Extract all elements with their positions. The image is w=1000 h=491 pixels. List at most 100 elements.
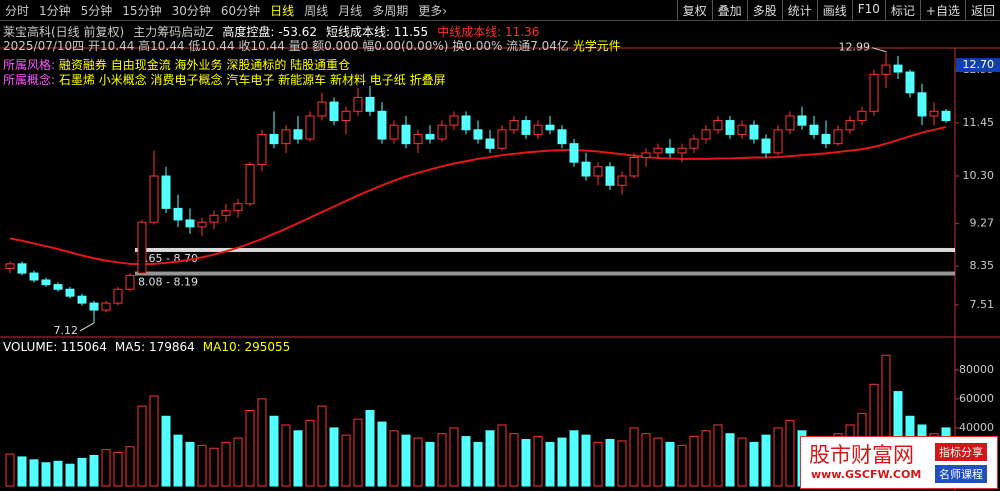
tool-button[interactable]: 复权 <box>676 0 712 20</box>
candle-body <box>449 115 459 126</box>
tool-button[interactable]: +自选 <box>919 0 965 20</box>
tools: 复权 叠加 多股 统计 画线 F10 标记 +自选 返回 <box>676 0 1000 20</box>
volume-bar <box>197 444 207 487</box>
tool-button[interactable]: 标记 <box>884 0 920 20</box>
volume-bar <box>629 427 639 487</box>
tool-button[interactable]: F10 <box>851 0 885 20</box>
tool-button[interactable]: 统计 <box>781 0 817 20</box>
y-tick-label: 60000 <box>959 392 994 405</box>
candle-body <box>533 124 543 135</box>
y-tick-label: 7.51 <box>970 298 995 311</box>
toolbar: 分时 1分钟 5分钟 15分钟 30分钟 60分钟 日线 周线 月线 多周期 更多› <box>0 0 1000 21</box>
volume-bar <box>137 405 147 487</box>
wm-url: www.GSCFW.COM <box>811 468 922 481</box>
volume-bar <box>281 424 291 487</box>
candle-body <box>125 274 135 290</box>
candle-body <box>17 263 27 274</box>
volume-bar <box>389 430 399 487</box>
y-tick-label: 9.27 <box>970 217 995 230</box>
candle-body <box>629 157 639 177</box>
period-tab[interactable]: 5分钟 <box>80 3 113 18</box>
candle-body <box>305 115 315 140</box>
candle-body <box>377 110 387 140</box>
volume-bar <box>497 424 507 487</box>
candle-body <box>281 129 291 145</box>
volume-bar <box>581 434 591 487</box>
tool-button[interactable]: 返回 <box>964 0 1000 20</box>
candle-body <box>821 133 831 145</box>
indicator-item: 主力筹码启动Z <box>133 25 214 39</box>
y-tick-label: 8.35 <box>970 259 995 272</box>
candle-body <box>893 64 903 73</box>
volume-bar <box>293 430 303 487</box>
indicator-item: 高度控盘: -53.62 <box>222 25 317 39</box>
candle-body <box>185 219 195 228</box>
candle-body <box>473 129 483 140</box>
candle-body <box>521 120 531 135</box>
candle-body <box>605 166 615 186</box>
volume-bar <box>149 395 159 487</box>
period-tab[interactable]: 周线 <box>304 3 329 18</box>
candle-body <box>545 124 555 131</box>
volume-bar <box>269 415 279 487</box>
volume-bar <box>305 420 315 487</box>
candle-body <box>509 120 519 131</box>
candle-body <box>149 175 159 223</box>
volume-bar <box>221 441 231 487</box>
level-band <box>135 271 955 276</box>
wm-link[interactable]: 指标分享 <box>935 443 987 461</box>
volume-bar <box>29 459 39 487</box>
candle-body <box>425 133 435 140</box>
concept-label: 所属概念: <box>3 73 56 87</box>
concepts: 石墨烯 小米概念 消费电子概念 汽车电子 新能源车 新材料 电子纸 折叠屏 <box>58 73 446 87</box>
tool-button[interactable]: 画线 <box>816 0 852 20</box>
period-tab[interactable]: 多周期 <box>372 3 409 18</box>
volume-ma: MA5: 179864 <box>114 340 195 354</box>
volume-bar <box>545 441 555 487</box>
wm-link[interactable]: 名师课程 <box>935 465 987 483</box>
candle-body <box>485 138 495 149</box>
volume-bar <box>173 434 183 487</box>
period-tab[interactable]: 更多› <box>418 3 448 18</box>
candle-body <box>257 133 267 165</box>
candle-body <box>677 147 687 154</box>
candle-body <box>869 73 879 112</box>
volume-bar <box>641 433 651 487</box>
volume-bar <box>485 430 495 487</box>
candle-body <box>701 129 711 140</box>
candle-body <box>341 110 351 122</box>
volume-bar <box>437 433 447 487</box>
level-band <box>135 247 955 252</box>
volume-bar <box>605 439 615 487</box>
y-tick-label: 10.30 <box>963 169 995 182</box>
period-tab[interactable]: 60分钟 <box>220 3 261 18</box>
watermark: 股市财富网 www.GSCFW.COM 指标分享 名师课程 <box>800 436 998 489</box>
candle-body <box>77 295 87 304</box>
volume-ma: MA10: 295055 <box>202 340 291 354</box>
tool-button[interactable]: 叠加 <box>711 0 747 20</box>
period-tab[interactable]: 15分钟 <box>122 3 162 18</box>
tool-button[interactable]: 多股 <box>746 0 782 20</box>
volume-bar <box>773 427 783 487</box>
volume-bar <box>593 441 603 487</box>
period-tab[interactable]: 月线 <box>338 3 363 18</box>
period-tab[interactable]: 日线 <box>270 3 295 18</box>
candle-body <box>917 92 927 117</box>
volume-bar <box>365 409 375 487</box>
period-tab[interactable]: 分时 <box>5 3 30 18</box>
candle-body <box>593 166 603 177</box>
period-tab[interactable]: 30分钟 <box>171 3 211 18</box>
volume-bar <box>89 454 99 487</box>
volume-bar <box>509 433 519 487</box>
volume-bar <box>413 437 423 487</box>
candle-body <box>269 133 279 145</box>
candle-body <box>845 120 855 131</box>
volume-bar <box>53 460 63 487</box>
candle-body <box>749 124 759 140</box>
extreme-pointer <box>79 322 95 332</box>
candle-body <box>437 124 447 140</box>
candle-body <box>173 207 183 221</box>
candle-body <box>581 161 591 177</box>
period-tab[interactable]: 1分钟 <box>39 3 71 18</box>
candle-body <box>245 163 255 205</box>
